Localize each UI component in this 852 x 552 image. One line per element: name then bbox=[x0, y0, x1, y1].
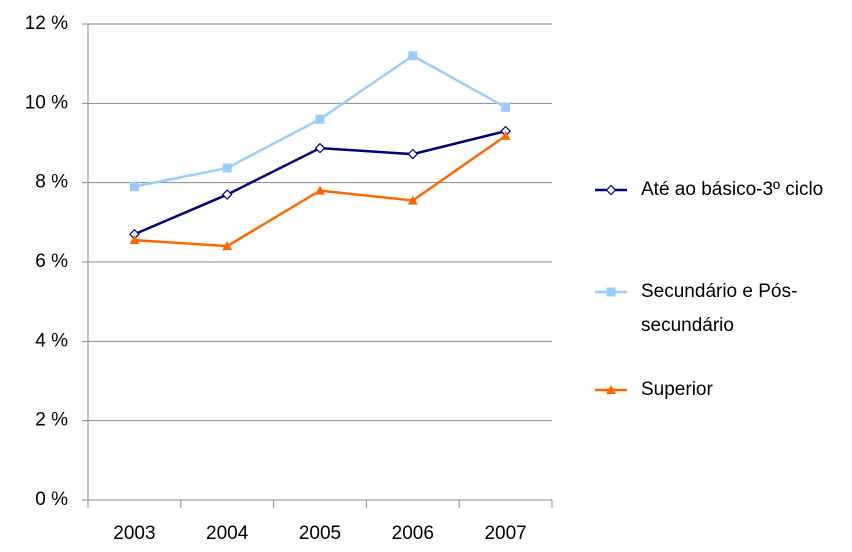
marker bbox=[606, 287, 616, 297]
x-tick-label: 2004 bbox=[206, 523, 249, 544]
legend-label: Secundário e Pós-secundário bbox=[641, 281, 798, 336]
marker bbox=[501, 102, 511, 112]
marker bbox=[605, 184, 617, 196]
legend-icon bbox=[595, 287, 627, 297]
y-tick-label: 6 % bbox=[35, 251, 68, 272]
y-tick-label: 8 % bbox=[35, 172, 68, 193]
marker bbox=[222, 241, 233, 251]
legend-icon bbox=[595, 385, 627, 394]
y-tick-label: 2 % bbox=[35, 410, 68, 431]
legend-label: Até ao básico-3º ciclo bbox=[641, 179, 824, 200]
marker bbox=[314, 142, 326, 154]
marker bbox=[408, 51, 418, 61]
marker bbox=[315, 185, 325, 195]
legend-label: Superior bbox=[641, 379, 713, 400]
marker bbox=[500, 130, 511, 140]
marker bbox=[407, 148, 419, 160]
legend-item: Até ao básico-3º ciclo bbox=[595, 173, 831, 207]
marker bbox=[129, 182, 139, 192]
y-tick-label: 0 % bbox=[35, 489, 68, 510]
x-tick-label: 2005 bbox=[299, 523, 341, 544]
y-tick-label: 4 % bbox=[35, 330, 68, 351]
y-tick-label: 10 % bbox=[25, 92, 68, 113]
x-tick-label: 2006 bbox=[392, 523, 434, 544]
marker bbox=[129, 235, 140, 245]
x-tick-label: 2003 bbox=[113, 523, 155, 544]
y-tick-label: 12 % bbox=[25, 13, 68, 34]
marker bbox=[315, 114, 325, 124]
legend-item: Superior bbox=[595, 373, 831, 407]
legend-icon bbox=[595, 184, 627, 196]
x-tick-label: 2007 bbox=[484, 523, 526, 544]
legend-item: Secundário e Pós-secundário bbox=[595, 275, 831, 343]
marker bbox=[222, 163, 232, 173]
marker bbox=[221, 189, 233, 200]
marker bbox=[606, 385, 616, 394]
marker bbox=[407, 195, 418, 205]
